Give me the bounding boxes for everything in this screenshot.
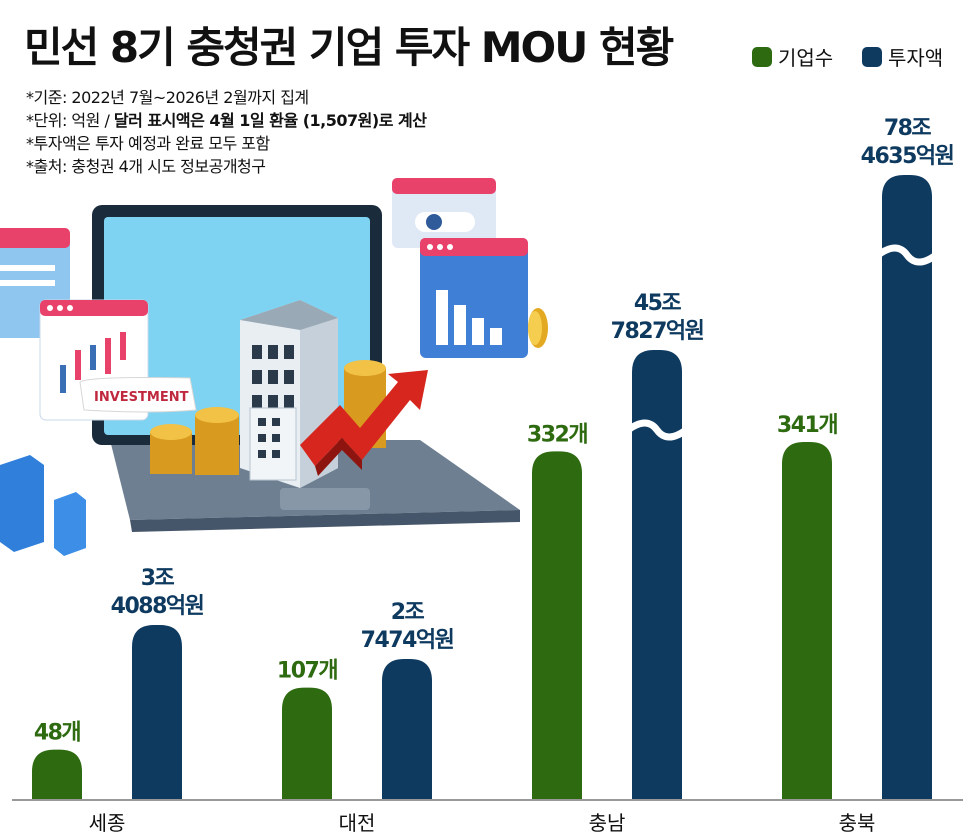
note-unit-bold: 달러 표시액은 4월 1일 환율 (1,507원)로 계산 <box>113 111 427 130</box>
investment-label-bottom-1: 7474억원 <box>361 628 454 653</box>
legend-swatch-navy <box>862 46 882 67</box>
company-label-0: 48개 <box>34 721 81 746</box>
page-title: 민선 8기 충청권 기업 투자 MOU 현황 <box>24 23 674 72</box>
investment-illustration: INVESTMENT <box>0 178 548 556</box>
investment-label-bottom-3: 4635억원 <box>861 144 954 169</box>
investment-bar-2 <box>632 350 682 800</box>
investment-bar-3 <box>882 175 932 800</box>
note-scope: *투자액은 투자 예정과 완료 모두 포함 <box>26 134 270 153</box>
company-bar-2 <box>532 451 582 800</box>
note-basis: *기준: 2022년 7월~2026년 2월까지 집계 <box>26 88 309 107</box>
company-label-2: 332개 <box>527 422 587 447</box>
investment-sign-icon: INVESTMENT <box>79 377 197 413</box>
investment-label-top-3: 78조 <box>884 116 932 141</box>
legend-investment: 투자액 <box>862 42 943 71</box>
gold-coin-icon <box>528 308 548 348</box>
category-label-3: 충북 <box>839 811 876 835</box>
investment-bar-1 <box>382 658 432 800</box>
category-label-2: 충남 <box>589 811 626 835</box>
company-label-1: 107개 <box>277 659 337 684</box>
investment-label-bottom-2: 7827억원 <box>611 319 704 344</box>
category-label-1: 대전 <box>339 811 376 835</box>
investment-sign-text: INVESTMENT <box>94 390 189 405</box>
dashboard-panel-left-icon <box>0 228 70 338</box>
investment-label-top-1: 2조 <box>391 600 425 625</box>
investment-label-top-2: 45조 <box>634 291 682 316</box>
note-unit: *단위: 억원 / 달러 표시액은 4월 1일 환율 (1,507원)로 계산 <box>26 109 427 132</box>
investment-label-top-0: 3조 <box>141 566 175 591</box>
axis-break-3 <box>875 244 939 266</box>
legend-label-investment: 투자액 <box>888 46 944 70</box>
company-bar-1 <box>282 687 332 800</box>
notes: *기준: 2022년 7월~2026년 2월까지 집계 *단위: 억원 / 달러… <box>26 86 427 178</box>
small-building-icon <box>249 407 297 481</box>
legend-companies: 기업수 <box>752 42 833 71</box>
investment-bar-0 <box>132 625 182 800</box>
company-bar-0 <box>32 749 82 800</box>
note-source: *출처: 충청권 4개 시도 정보공개청구 <box>26 157 266 176</box>
legend-swatch-green <box>752 46 772 67</box>
note-unit-prefix: *단위: 억원 / <box>26 111 114 130</box>
company-bar-3 <box>782 441 832 800</box>
rising-arrow-icon <box>300 370 428 476</box>
dashboard-panel-top-icon <box>392 178 496 248</box>
category-label-0: 세종 <box>89 811 126 835</box>
axis-break-2 <box>625 419 689 441</box>
company-label-3: 341개 <box>777 413 837 438</box>
bar-chart-panel-icon <box>420 238 528 358</box>
investment-label-bottom-0: 4088억원 <box>111 594 204 619</box>
legend-label-companies: 기업수 <box>778 46 834 70</box>
blue-block-icon <box>0 455 86 556</box>
